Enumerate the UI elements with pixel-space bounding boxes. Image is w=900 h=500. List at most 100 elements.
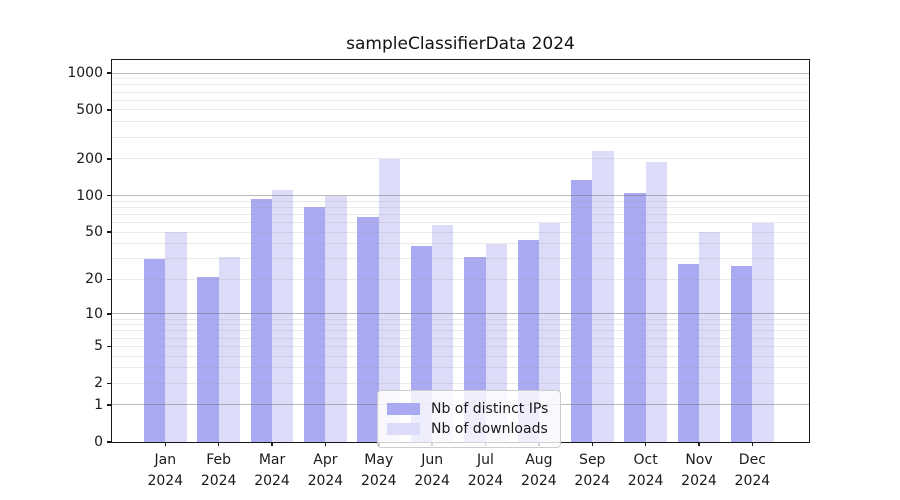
y-tick-label: 1000 — [67, 65, 103, 81]
minor-gridline — [112, 158, 809, 160]
y-tick-mark — [107, 72, 111, 74]
x-tick-label: Feb 2024 — [200, 452, 237, 489]
y-tick-mark — [107, 194, 111, 197]
minor-gridline — [112, 337, 809, 339]
x-tick-mark — [644, 442, 647, 446]
minor-gridline — [112, 278, 809, 280]
x-tick-label: Apr 2024 — [307, 452, 344, 489]
y-tick-label: 100 — [76, 187, 103, 204]
y-tick-mark — [107, 231, 111, 233]
bar-nb-of-downloads-jan — [165, 232, 187, 442]
bar-nb-of-distinct-ips-apr — [304, 207, 326, 442]
legend-item: Nb of distinct IPs — [387, 401, 548, 417]
y-tick-label: 1 — [94, 396, 103, 413]
bar-nb-of-downloads-may — [378, 159, 401, 442]
chart-title: sampleClassifierData 2024 — [346, 34, 575, 54]
minor-gridline — [112, 121, 809, 123]
bar-nb-of-downloads-nov — [699, 232, 721, 442]
x-tick-label: Nov 2024 — [681, 452, 717, 489]
x-tick-mark — [751, 442, 754, 446]
ticks-layer: 0 1 2 5 10 20 50 100 200 500 1000 Jan 2024 Feb 2024 M… — [67, 60, 809, 489]
y-tick-label: 2 — [94, 375, 103, 392]
plot-area: 0 1 2 5 10 20 50 100 200 500 1000 Jan 2024 Feb 2024 M… — [67, 59, 810, 489]
legend-swatch — [387, 403, 420, 415]
minor-gridline — [112, 213, 809, 215]
bar-nb-of-distinct-ips-dec — [731, 265, 753, 442]
y-tick-mark — [107, 278, 111, 281]
x-tick-label: May 2024 — [360, 452, 397, 489]
minor-gridline — [112, 221, 809, 223]
bar-nb-of-downloads-apr — [325, 195, 347, 442]
minor-gridline — [112, 382, 809, 384]
minor-gridline — [112, 324, 809, 326]
bar-nb-of-downloads-feb — [218, 256, 240, 442]
minor-gridline — [112, 91, 809, 93]
x-tick-label: Dec 2024 — [734, 452, 771, 489]
legend-label: Nb of distinct IPs — [431, 401, 549, 417]
bar-nb-of-downloads-dec — [752, 223, 774, 442]
minor-gridline — [112, 84, 809, 86]
minor-gridline — [112, 99, 809, 101]
x-tick-label: Jun 2024 — [414, 452, 450, 489]
bar-nb-of-distinct-ips-oct — [624, 192, 646, 442]
y-tick-mark — [107, 441, 111, 443]
minor-gridline — [112, 318, 809, 320]
legend: Nb of distinct IPs Nb of downloads — [377, 390, 562, 448]
y-tick-label: 500 — [76, 101, 103, 118]
bar-nb-of-distinct-ips-mar — [250, 199, 273, 442]
bar-nb-of-distinct-ips-feb — [197, 276, 219, 442]
x-tick-label: Oct 2024 — [627, 452, 664, 489]
minor-gridline — [112, 136, 809, 138]
y-tick-label: 10 — [85, 305, 103, 322]
x-tick-label: Jan 2024 — [147, 452, 184, 489]
major-gridline — [112, 313, 809, 315]
x-tick-label: Sep 2024 — [574, 452, 611, 489]
bar-nb-of-downloads-sep — [592, 150, 614, 442]
minor-gridline — [112, 109, 809, 111]
major-gridline — [112, 195, 809, 196]
y-tick-mark — [107, 382, 111, 385]
bar-nb-of-downloads-jun — [432, 225, 454, 442]
minor-gridline — [112, 367, 809, 369]
x-tick-mark — [324, 442, 327, 446]
bar-nb-of-distinct-ips-jan — [143, 258, 166, 442]
legend-swatch — [387, 423, 420, 435]
y-tick-mark — [107, 313, 111, 315]
minor-gridline — [112, 200, 809, 202]
x-tick-label: Aug 2024 — [521, 452, 557, 489]
minor-gridline — [112, 243, 809, 245]
y-tick-label: 5 — [94, 338, 103, 355]
y-tick-mark — [107, 158, 111, 160]
minor-gridline — [112, 330, 809, 332]
bar-nb-of-downloads-aug — [538, 223, 561, 442]
y-tick-label: 200 — [76, 150, 103, 167]
minor-gridline — [112, 231, 809, 233]
y-tick-label: 50 — [85, 224, 103, 240]
x-tick-mark — [698, 442, 700, 446]
minor-gridline — [112, 355, 809, 357]
minor-gridline — [112, 345, 809, 347]
bar-nb-of-downloads-oct — [645, 162, 667, 442]
bar-nb-of-downloads-mar — [272, 189, 294, 442]
y-tick-label: 0 — [94, 434, 103, 450]
grid-layer — [112, 60, 809, 442]
x-tick-mark — [591, 442, 593, 446]
y-tick-mark — [107, 345, 111, 348]
bar-nb-of-distinct-ips-sep — [570, 179, 593, 442]
y-tick-label: 20 — [85, 271, 103, 288]
x-tick-mark — [271, 442, 273, 446]
y-tick-mark — [107, 404, 111, 406]
bar-nb-of-distinct-ips-nov — [677, 264, 699, 442]
legend-label: Nb of downloads — [431, 421, 548, 437]
minor-gridline — [112, 258, 809, 260]
major-gridline — [112, 72, 809, 74]
x-tick-mark — [217, 442, 220, 446]
x-tick-label: Jul 2024 — [467, 452, 504, 489]
bar-nb-of-distinct-ips-may — [357, 216, 379, 442]
minor-gridline — [112, 78, 809, 80]
legend-item: Nb of downloads — [387, 421, 548, 437]
x-tick-label: Mar 2024 — [254, 452, 290, 489]
y-tick-mark — [107, 109, 111, 111]
minor-gridline — [112, 206, 809, 208]
